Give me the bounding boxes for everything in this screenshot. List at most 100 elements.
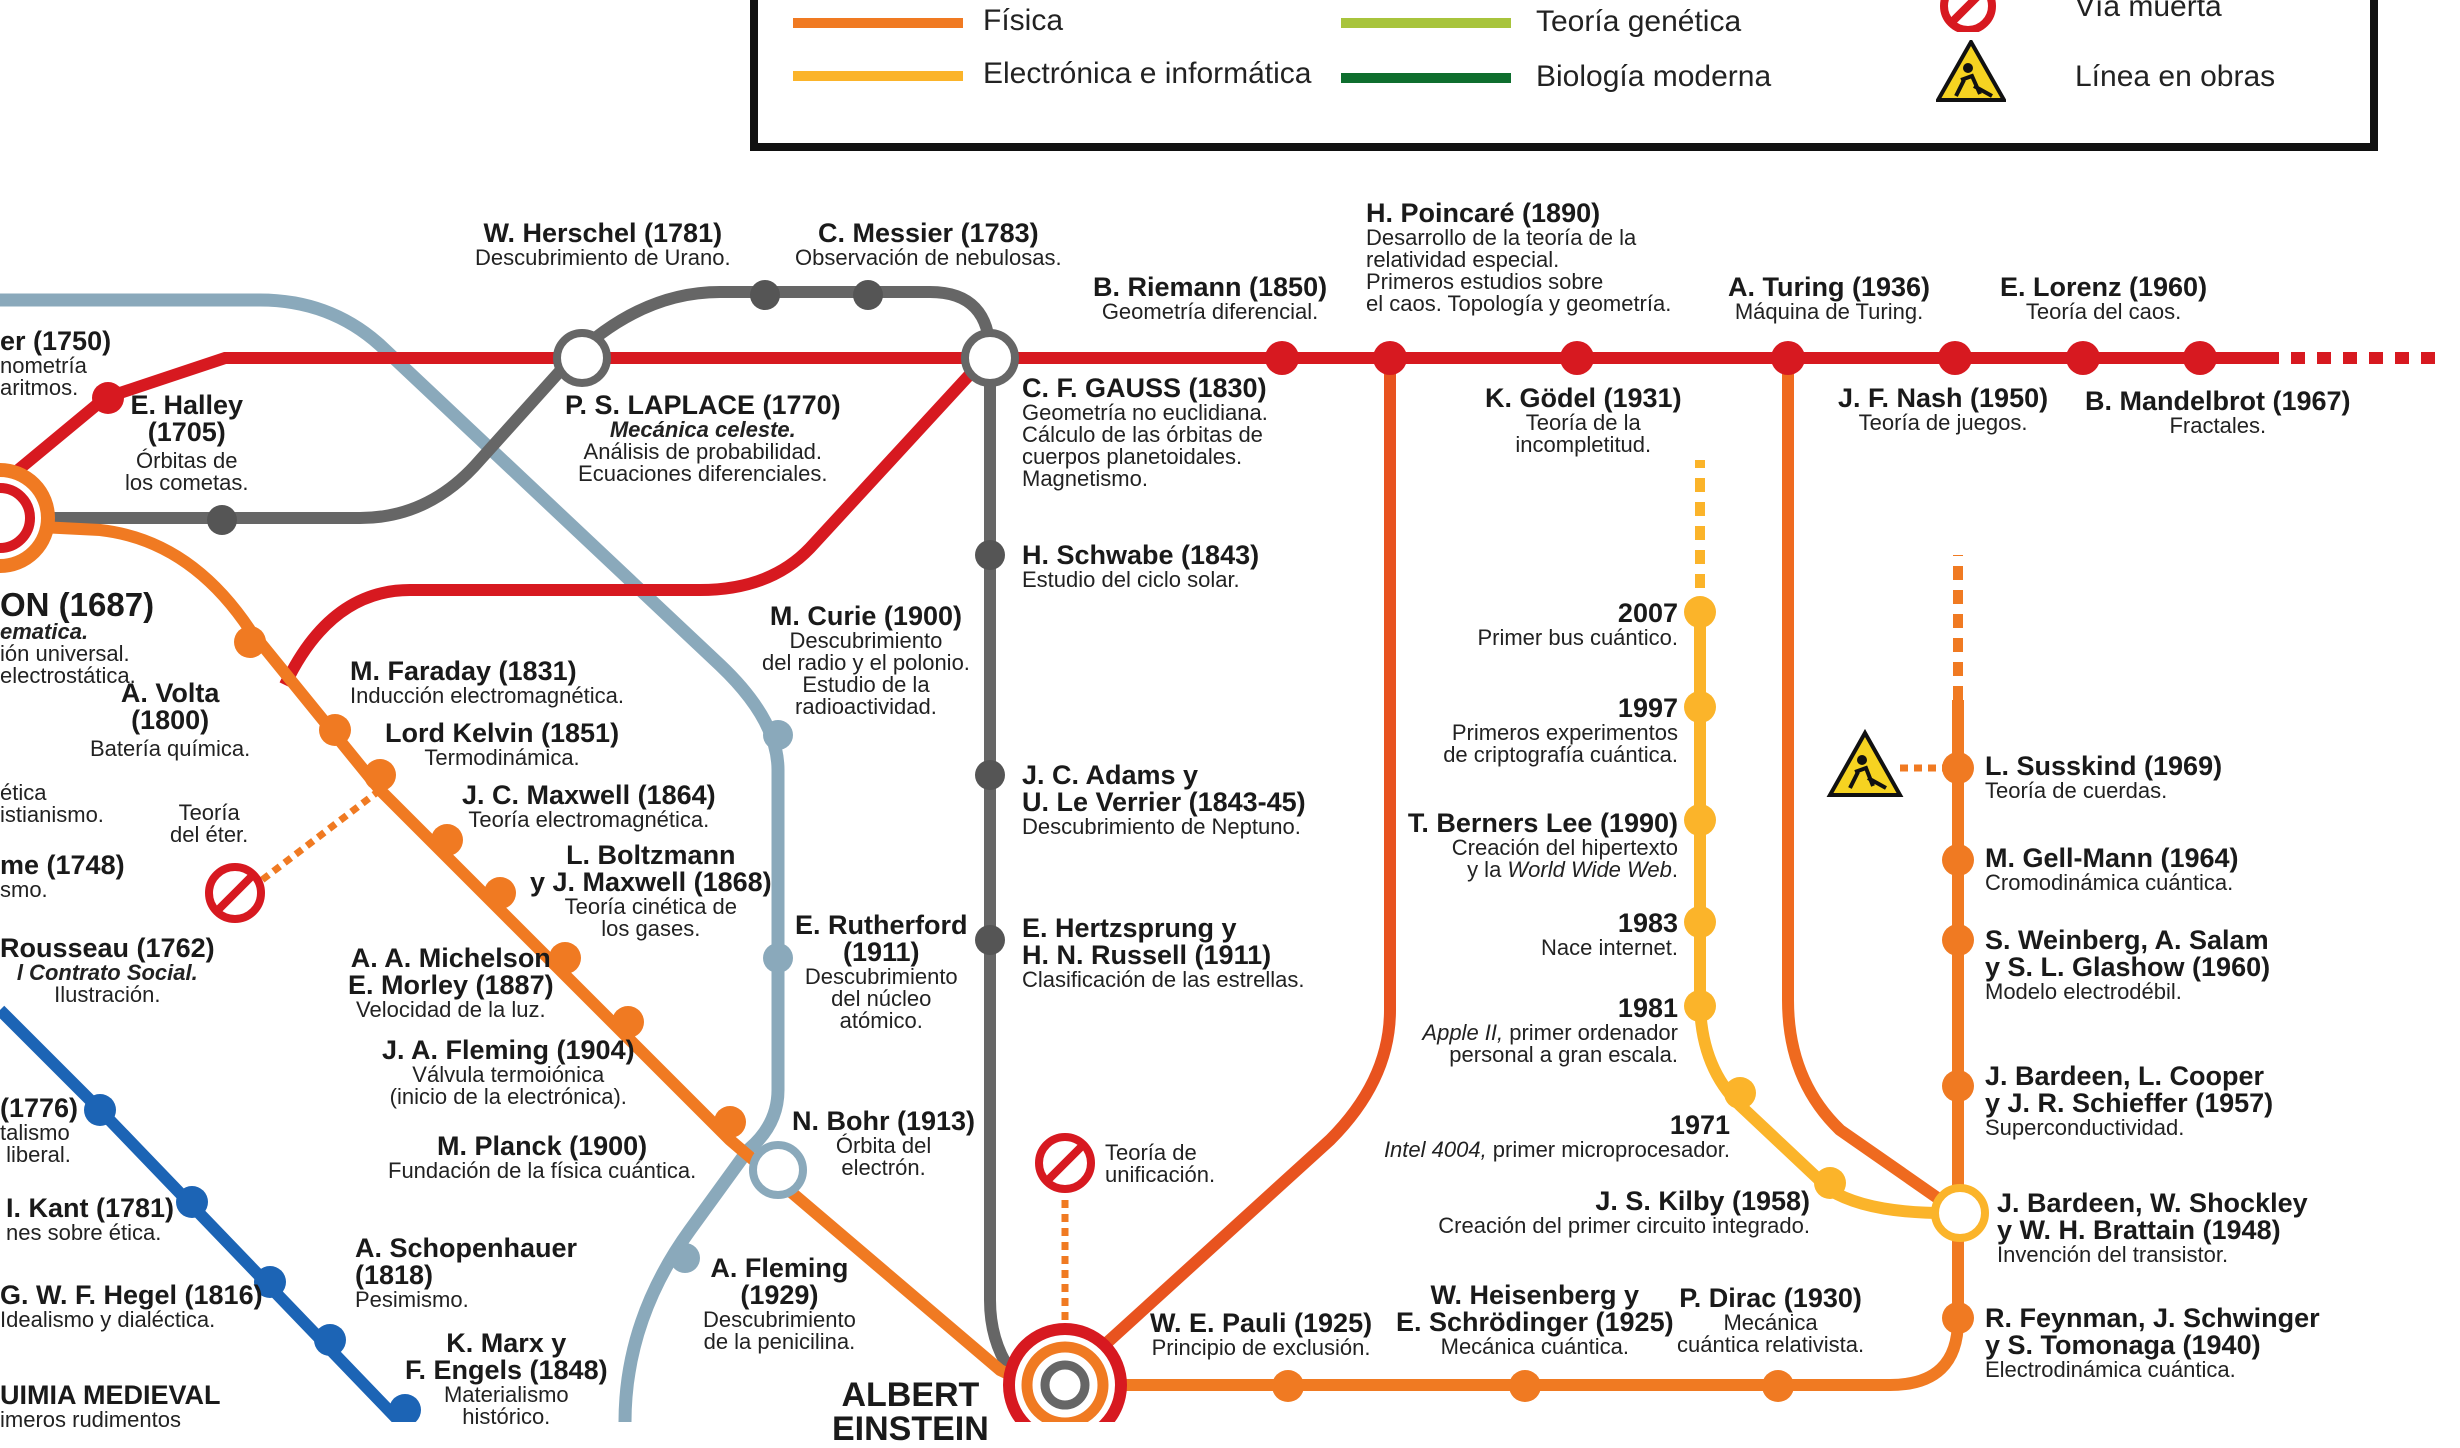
station-michelson — [549, 942, 581, 974]
hub-newton — [0, 463, 55, 573]
line-redorange-turing — [1782, 358, 1966, 1220]
label-pauli: W. E. Pauli (1925) Principio de exclusió… — [1150, 1308, 1373, 1360]
label-turing: A. Turing (1936) Máquina de Turing. — [1728, 272, 1931, 324]
station-mandelbrot — [2183, 341, 2217, 375]
line-grey — [0, 286, 1053, 1396]
label-poincare: H. Poincaré (1890) Desarrollo de la teor… — [1366, 198, 1672, 316]
label-schopenhauer: A. Schopenhauer (1818) Pesimismo. — [355, 1233, 578, 1312]
label-laplace: P. S. LAPLACE (1770) Mecánica celeste. A… — [565, 390, 841, 486]
label-eter: Teoría del éter. — [170, 800, 249, 847]
stations-orange — [234, 626, 1974, 1402]
station-fleming-a — [670, 1243, 700, 1273]
station-blue-bottom — [389, 1394, 421, 1422]
stations-lightblue — [670, 720, 793, 1273]
interchange-gauss — [961, 329, 1019, 387]
legend-biologia-swatch — [1341, 73, 1511, 83]
label-volta: A. Volta (1800) Batería química. — [90, 678, 251, 761]
label-godel: K. Gödel (1931) Teoría de la incompletit… — [1485, 383, 1682, 457]
label-hertzsprung: E. Hertzsprung y H. N. Russell (1911) Cl… — [1022, 913, 1305, 992]
station-adams — [975, 760, 1005, 790]
station-1971 — [1724, 1077, 1756, 1109]
station-bcs — [1942, 1070, 1974, 1102]
label-newton: ON (1687) ematica. ión universal. electr… — [0, 586, 155, 688]
label-etica-fragment: ética istianismo. — [0, 780, 104, 827]
construction-susskind-icon — [1826, 728, 1904, 797]
station-riemann — [1265, 341, 1299, 375]
label-heisenberg: W. Heisenberg y E. Schrödinger (1925) Me… — [1396, 1280, 1674, 1359]
label-einstein: ALBERT EINSTEIN — [832, 1376, 989, 1448]
station-rutherford — [763, 943, 793, 973]
station-maxwell — [431, 824, 463, 856]
stations-blue — [84, 1094, 421, 1422]
station-2007 — [1684, 596, 1716, 628]
legend: Física Electrónica e informática Teoría … — [750, 0, 2378, 151]
label-1981: 1981 Apple II, primer ordenador personal… — [1422, 993, 1678, 1067]
station-godel — [1560, 341, 1594, 375]
station-faraday — [319, 714, 351, 746]
label-maxwell: J. C. Maxwell (1864) Teoría electromagné… — [462, 780, 716, 832]
label-unificacion: Teoría de unificación. — [1105, 1140, 1216, 1187]
label-marx: K. Marx y F. Engels (1848) Materialismo … — [405, 1328, 608, 1429]
interchange-bohr — [749, 1141, 807, 1199]
interchanges — [553, 329, 1989, 1242]
legend-via-muerta-label: Vía muerta — [2075, 0, 2222, 23]
label-faraday: M. Faraday (1831) Inducción electromagné… — [350, 656, 624, 708]
label-quimia: UIMIA MEDIEVAL imeros rudimentos — [0, 1380, 221, 1432]
label-adams: J. C. Adams y U. Le Verrier (1843-45) De… — [1022, 760, 1306, 839]
legend-fisica-label: Física — [983, 4, 1064, 37]
label-herschel: W. Herschel (1781) Descubrimiento de Ura… — [475, 218, 731, 270]
legend-electronica-label: Electrónica e informática — [983, 57, 1312, 90]
label-weinberg: S. Weinberg, A. Salam y S. L. Glashow (1… — [1985, 925, 2271, 1004]
stations-grey — [207, 280, 1005, 955]
station-schwabe — [975, 540, 1005, 570]
station-turing — [1771, 341, 1805, 375]
legend-electronica-swatch — [793, 71, 963, 81]
interchange-laplace — [553, 329, 611, 387]
station-kant — [176, 1186, 208, 1218]
label-schwabe: H. Schwabe (1843) Estudio del ciclo sola… — [1022, 540, 1260, 592]
legend-biologia-label: Biología moderna — [1536, 60, 1772, 93]
label-hegel: G. W. F. Hegel (1816) Idealismo y dialéc… — [0, 1280, 263, 1332]
line-lightblue — [0, 293, 785, 1422]
line-yellow — [1694, 612, 1961, 1220]
station-heisenberg — [1509, 1370, 1541, 1402]
label-fleming-ja: J. A. Fleming (1904) Válvula termoiónica… — [382, 1035, 635, 1109]
station-messier-dot — [853, 280, 883, 310]
label-transistor: J. Bardeen, W. Shockley y W. H. Brattain… — [1997, 1188, 2308, 1267]
line-red — [0, 352, 2265, 490]
label-smith: (1776) talismo liberal. — [0, 1093, 79, 1167]
station-dirac — [1762, 1370, 1794, 1402]
station-kelvin — [364, 759, 396, 791]
label-rousseau: Rousseau (1762) l Contrato Social. Ilust… — [0, 933, 215, 1007]
eter-connector — [259, 787, 383, 883]
station-curie — [763, 720, 793, 750]
line-redorange-poincare — [1061, 358, 1396, 1385]
label-halley: E. Halley (1705) Órbitas de los cometas. — [125, 390, 249, 495]
label-kelvin: Lord Kelvin (1851) Termodinámica. — [385, 718, 620, 770]
station-hertzsprung — [975, 925, 1005, 955]
dead-end-eter-icon — [205, 863, 265, 923]
station-smith — [84, 1094, 116, 1126]
label-2007: 2007 Primer bus cuántico. — [1477, 598, 1678, 650]
station-1981 — [1684, 990, 1716, 1022]
station-poincare — [1373, 341, 1407, 375]
station-fleming-ja — [612, 1006, 644, 1038]
station-pauli — [1272, 1370, 1304, 1402]
station-planck — [714, 1106, 746, 1138]
label-berners: T. Berners Lee (1990) Creación del hiper… — [1407, 808, 1678, 882]
label-bohr: N. Bohr (1913) Órbita del electrón. — [792, 1106, 976, 1180]
station-weinberg — [1942, 924, 1974, 956]
label-gellmann: M. Gell-Mann (1964) Cromodinámica cuánti… — [1985, 843, 2239, 895]
station-kilby — [1814, 1167, 1846, 1199]
label-michelson: A. A. Michelson E. Morley (1887) Velocid… — [348, 943, 554, 1022]
label-riemann: B. Riemann (1850) Geometría diferencial. — [1093, 272, 1328, 324]
station-grey-left — [207, 505, 237, 535]
label-fleming-a: A. Fleming (1929) Descubrimiento de la p… — [703, 1253, 856, 1354]
station-herschel-dot — [750, 280, 780, 310]
label-planck: M. Planck (1900) Fundación de la física … — [388, 1131, 697, 1183]
legend-fisica-swatch — [793, 18, 963, 28]
station-marx — [314, 1324, 346, 1356]
label-nash: J. F. Nash (1950) Teoría de juegos. — [1838, 383, 2049, 435]
station-1983 — [1684, 906, 1716, 938]
